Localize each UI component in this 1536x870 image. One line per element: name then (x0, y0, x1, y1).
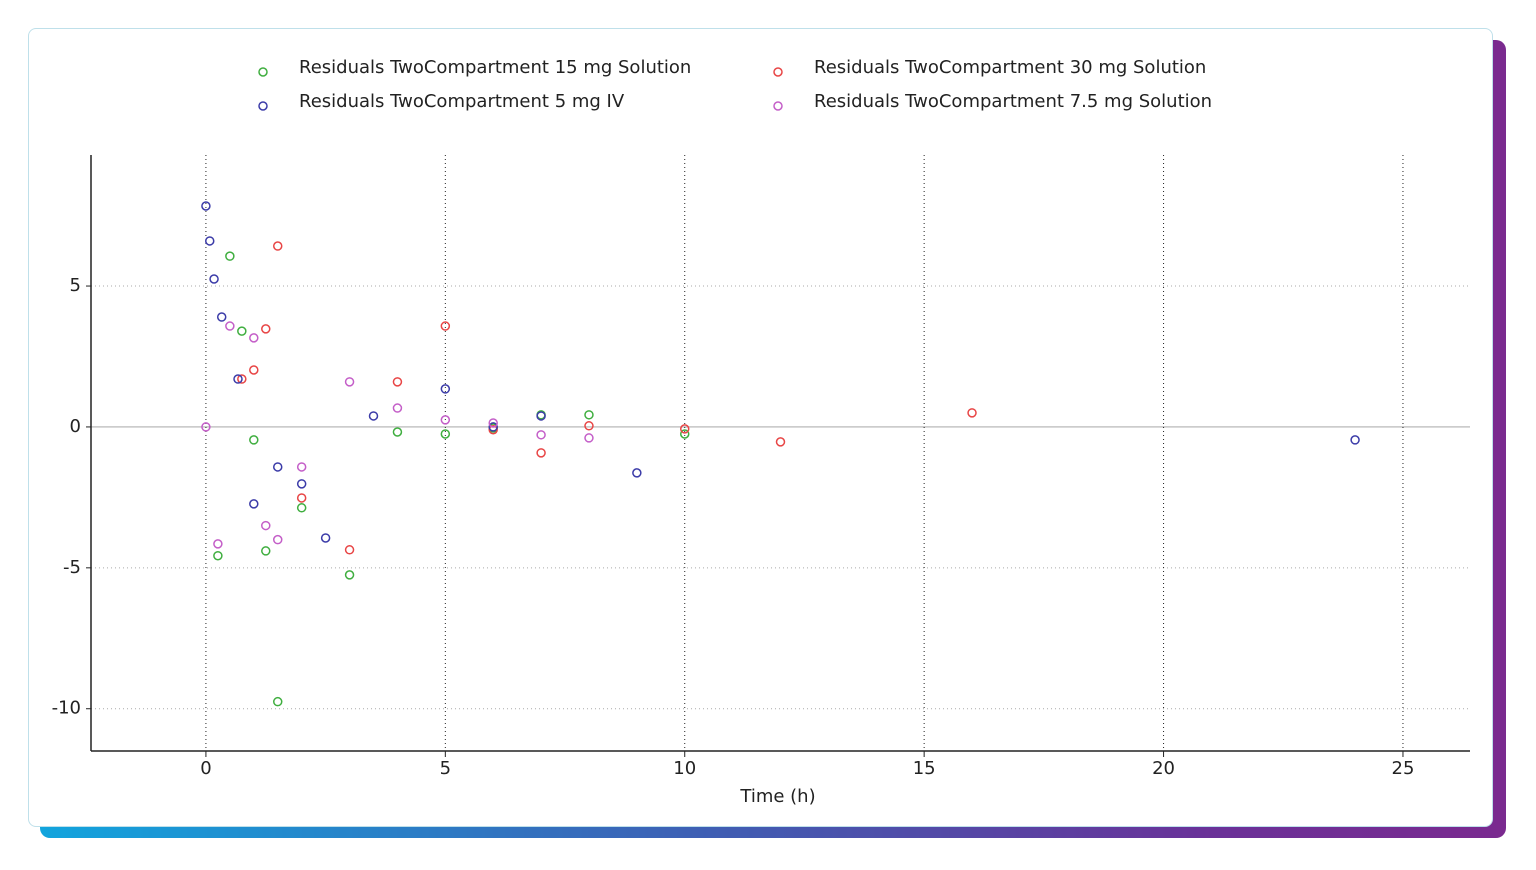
point (225, 251, 235, 261)
legend-marker (258, 101, 268, 111)
point (392, 427, 403, 437)
point (584, 421, 594, 431)
point (488, 425, 498, 435)
legend-marker (773, 101, 783, 111)
point (440, 321, 451, 331)
point (209, 274, 219, 284)
point (261, 546, 271, 556)
point (216, 312, 227, 322)
x-tick-label: 15 (913, 758, 936, 779)
point (679, 429, 690, 439)
legend-label: Residuals TwoCompartment 30 mg Solution (814, 57, 1206, 78)
point (536, 448, 546, 458)
y-tick-label: 0 (70, 416, 81, 437)
y-tick-label: -10 (52, 698, 81, 719)
point (775, 437, 786, 447)
point (204, 236, 215, 246)
point (488, 418, 498, 428)
point (440, 429, 451, 439)
point (344, 545, 355, 555)
point (296, 462, 307, 472)
y-tick-label: -5 (63, 557, 81, 578)
point (440, 384, 451, 394)
point (967, 408, 977, 418)
point (296, 493, 307, 503)
point (201, 422, 211, 432)
point (679, 424, 690, 434)
point (392, 403, 403, 413)
point (1350, 435, 1360, 445)
point (272, 462, 283, 472)
point (237, 374, 247, 384)
point (272, 696, 283, 707)
point (213, 539, 223, 549)
point (261, 520, 271, 531)
point (584, 410, 594, 420)
x-tick-label: 25 (1392, 758, 1415, 779)
point (296, 503, 307, 513)
point (632, 468, 642, 478)
point (536, 411, 546, 421)
x-tick-label: 20 (1152, 758, 1175, 779)
x-axis-label: Time (h) (739, 786, 815, 807)
x-tick-label: 0 (200, 758, 211, 779)
point (201, 201, 211, 211)
legend-label: Residuals TwoCompartment 15 mg Solution (299, 57, 691, 78)
point (225, 321, 235, 331)
point (440, 415, 451, 425)
point (344, 570, 355, 580)
point (320, 533, 331, 543)
point (488, 422, 498, 432)
point (296, 479, 307, 489)
point (249, 333, 259, 343)
point (272, 534, 283, 545)
point (213, 550, 223, 561)
point (233, 374, 243, 384)
point (249, 365, 259, 375)
legend-marker (258, 67, 268, 77)
point (392, 377, 403, 387)
point (237, 326, 247, 336)
point (261, 324, 271, 334)
x-tick-label: 10 (673, 758, 696, 779)
point (344, 377, 355, 387)
legend-label: Residuals TwoCompartment 7.5 mg Solution (814, 91, 1212, 112)
y-tick-label: 5 (70, 275, 81, 296)
legend-label: Residuals TwoCompartment 5 mg IV (299, 91, 625, 112)
point (536, 430, 546, 440)
point (249, 435, 259, 445)
point (272, 241, 283, 251)
point (584, 433, 594, 443)
legend-marker (773, 67, 783, 77)
x-tick-label: 5 (440, 758, 451, 779)
point (368, 411, 379, 421)
point (249, 499, 259, 509)
